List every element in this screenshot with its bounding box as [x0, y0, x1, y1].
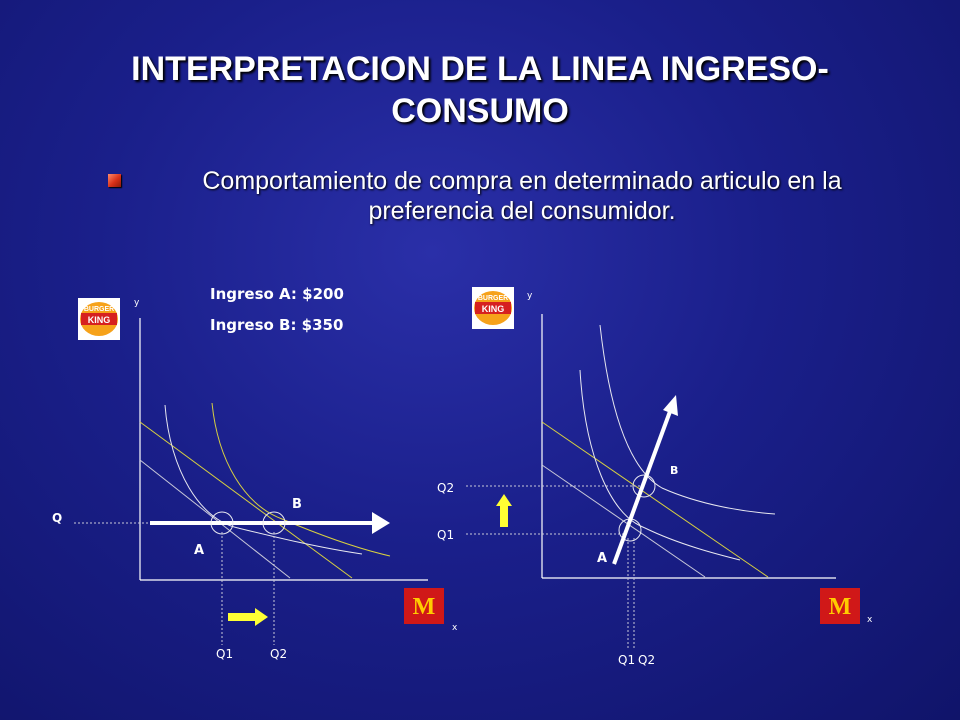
left-chart: y x Ingreso A: $200 Ingreso B: $350 Q A — [52, 285, 458, 661]
bullet-square-icon — [108, 174, 121, 187]
left-q-label: Q — [52, 511, 62, 525]
left-arrow-head — [372, 512, 390, 534]
left-q1-label: Q1 — [216, 647, 233, 661]
left-indifference-curve-b — [211, 402, 391, 557]
right-diagonal-arrow — [612, 405, 674, 565]
svg-text:KING: KING — [88, 315, 111, 325]
burger-king-logo-left: BURGER KING — [78, 298, 120, 340]
right-indifference-curve-a — [579, 369, 741, 561]
slide-title: INTERPRETACION DE LA LINEA INGRESO-CONSU… — [131, 50, 829, 130]
right-q1-bottom-label: Q1 — [618, 653, 635, 667]
right-q2-left-label: Q2 — [437, 481, 454, 495]
right-yellow-up-arrow-icon — [496, 494, 512, 527]
right-arrow-head — [663, 395, 678, 416]
bullet-text: Comportamiento de compra en determinado … — [202, 167, 842, 225]
burger-king-logo-right: BURGER KING — [472, 287, 514, 329]
left-yellow-arrow-icon — [228, 608, 268, 626]
left-x-axis-label: x — [452, 623, 458, 633]
right-q2-bottom-label: Q2 — [638, 653, 655, 667]
right-budget-line-b — [541, 421, 769, 578]
mcdonalds-logo-left: M — [404, 588, 444, 624]
right-indifference-curve-b — [599, 324, 776, 515]
right-x-axis-label: x — [867, 615, 873, 625]
left-y-axis-label: y — [134, 298, 140, 308]
left-indifference-curve-a — [164, 404, 363, 555]
left-point-a-label: A — [194, 543, 204, 558]
right-q1-left-label: Q1 — [437, 528, 454, 542]
right-point-b-circle — [632, 474, 656, 498]
right-chart: y x A B Q2 Q1 — [437, 291, 873, 667]
mcdonalds-logo-right: M — [820, 588, 860, 624]
left-budget-line-b — [139, 421, 353, 579]
right-point-a-label: A — [597, 551, 607, 566]
left-q2-label: Q2 — [270, 647, 287, 661]
left-point-b-label: B — [292, 497, 302, 512]
svg-text:M: M — [829, 594, 852, 620]
right-y-axis-label: y — [527, 291, 533, 301]
right-point-b-label: B — [670, 464, 678, 477]
income-a-label: Ingreso A: $200 — [210, 285, 344, 303]
left-budget-line-a — [139, 459, 291, 579]
svg-text:KING: KING — [482, 304, 505, 314]
svg-text:BURGER: BURGER — [84, 306, 114, 313]
svg-text:M: M — [413, 594, 436, 620]
income-b-label: Ingreso B: $350 — [210, 316, 343, 334]
svg-text:BURGER: BURGER — [478, 295, 508, 302]
